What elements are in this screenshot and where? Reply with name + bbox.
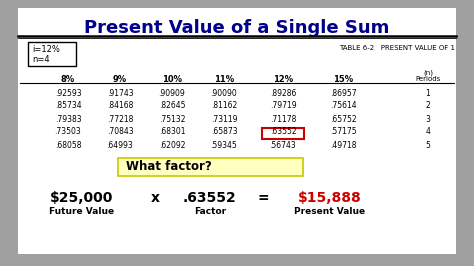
Text: .65873: .65873 [210,127,237,136]
Text: $25,000: $25,000 [50,191,114,205]
Bar [118,158,303,176]
Text: .82645: .82645 [159,102,185,110]
Text: $15,888: $15,888 [298,191,362,205]
Text: 8%: 8% [61,74,75,84]
Text: .64993: .64993 [107,140,133,149]
Text: 4: 4 [426,127,430,136]
Text: .56743: .56743 [270,140,296,149]
Text: .75132: .75132 [159,114,185,123]
Text: .86957: .86957 [330,89,356,98]
Text: .59345: .59345 [210,140,237,149]
Text: .75614: .75614 [330,102,356,110]
Text: Future Value: Future Value [49,206,115,215]
Text: 3: 3 [426,114,430,123]
Text: TABLE 6-2   PRESENT VALUE OF 1: TABLE 6-2 PRESENT VALUE OF 1 [339,45,455,51]
Text: .63552: .63552 [270,127,296,136]
Text: 9%: 9% [113,74,127,84]
Text: =: = [257,191,269,205]
Text: .89286: .89286 [270,89,296,98]
Text: x: x [151,191,159,205]
Text: 2: 2 [426,102,430,110]
Text: .68058: .68058 [55,140,81,149]
Bar [28,42,76,66]
Text: .63552: .63552 [183,191,237,205]
Text: 5: 5 [426,140,430,149]
Text: Factor: Factor [194,206,226,215]
Text: .92593: .92593 [55,89,82,98]
Bar [262,127,304,139]
Text: .68301: .68301 [159,127,185,136]
Text: 12%: 12% [273,74,293,84]
Text: .79383: .79383 [55,114,82,123]
Text: 10%: 10% [162,74,182,84]
Text: .81162: .81162 [211,102,237,110]
Text: .85734: .85734 [55,102,82,110]
Text: .71178: .71178 [270,114,296,123]
Text: .91743: .91743 [107,89,133,98]
Text: .62092: .62092 [159,140,185,149]
Text: 15%: 15% [333,74,353,84]
Text: .90909: .90909 [159,89,185,98]
Text: n=4: n=4 [32,55,50,64]
Text: Periods: Periods [415,76,441,82]
Text: .79719: .79719 [270,102,296,110]
Text: .90090: .90090 [210,89,237,98]
Text: .57175: .57175 [330,127,356,136]
Text: 11%: 11% [214,74,234,84]
Text: .84168: .84168 [107,102,133,110]
Text: .49718: .49718 [330,140,356,149]
Text: .77218: .77218 [107,114,133,123]
Text: Present Value: Present Value [294,206,365,215]
Text: (n): (n) [423,70,433,76]
Text: .73503: .73503 [55,127,82,136]
Text: i=12%: i=12% [32,45,60,55]
Text: What factor?: What factor? [126,160,212,173]
Text: .65752: .65752 [330,114,356,123]
Text: .73119: .73119 [211,114,237,123]
Text: .70843: .70843 [107,127,133,136]
Text: 1: 1 [426,89,430,98]
Text: Present Value of a Single Sum: Present Value of a Single Sum [84,19,390,37]
